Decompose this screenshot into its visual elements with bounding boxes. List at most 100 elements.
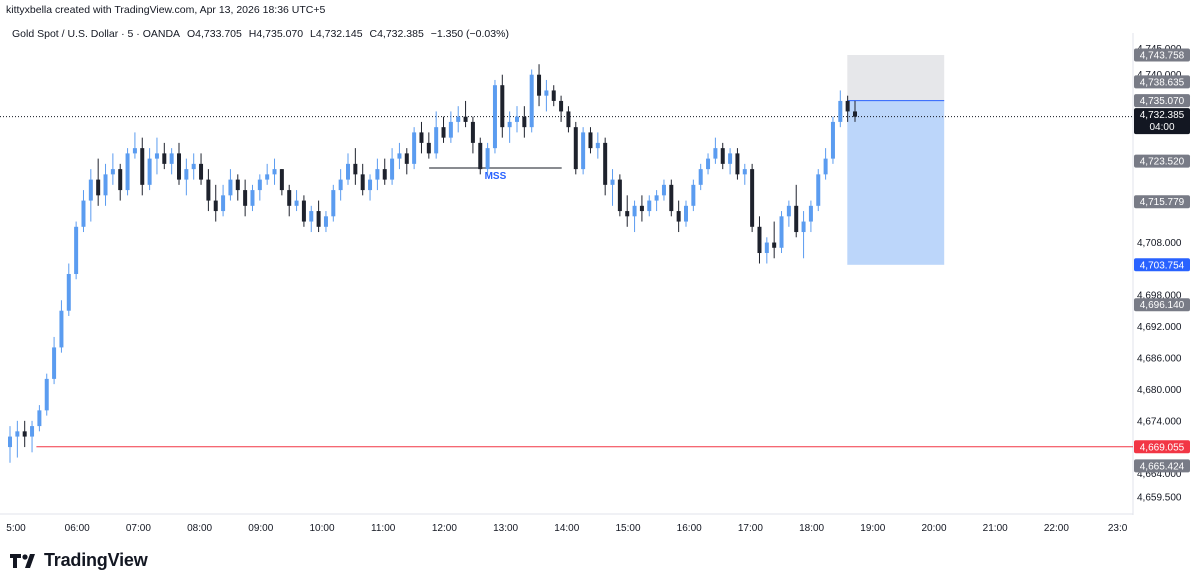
take-profit-zone[interactable]	[847, 100, 945, 265]
candle-body[interactable]	[772, 242, 777, 248]
candle-body[interactable]	[8, 436, 12, 448]
candle-body[interactable]	[147, 158, 152, 185]
candle-body[interactable]	[301, 200, 306, 222]
candle-body[interactable]	[610, 179, 615, 185]
candle-body[interactable]	[265, 174, 270, 180]
candle-body[interactable]	[441, 127, 446, 138]
candle-body[interactable]	[478, 142, 483, 170]
candle-body[interactable]	[404, 153, 409, 164]
candle-body[interactable]	[434, 127, 439, 154]
candle-body[interactable]	[676, 211, 681, 222]
candle-body[interactable]	[426, 142, 431, 154]
candle-body[interactable]	[235, 179, 240, 191]
candle-body[interactable]	[779, 216, 784, 248]
candle-body[interactable]	[250, 190, 255, 206]
candle-body[interactable]	[184, 169, 189, 180]
candle-body[interactable]	[199, 163, 204, 180]
candle-body[interactable]	[118, 169, 123, 191]
candle-body[interactable]	[338, 179, 343, 191]
candle-body[interactable]	[81, 200, 86, 227]
candle-body[interactable]	[154, 153, 159, 159]
candle-body[interactable]	[816, 174, 821, 206]
candle-body[interactable]	[309, 211, 314, 222]
candle-body[interactable]	[448, 121, 453, 138]
candle-body[interactable]	[742, 169, 747, 175]
candle-body[interactable]	[22, 431, 27, 437]
candle-body[interactable]	[808, 205, 813, 222]
candle-body[interactable]	[492, 85, 497, 149]
candle-body[interactable]	[757, 226, 762, 254]
candle-body[interactable]	[177, 153, 181, 180]
candle-body[interactable]	[294, 200, 299, 206]
candle-body[interactable]	[507, 121, 512, 128]
candle-body[interactable]	[485, 148, 490, 170]
candle-body[interactable]	[390, 158, 395, 180]
candle-body[interactable]	[728, 153, 733, 164]
candle-body[interactable]	[654, 195, 659, 201]
candle-body[interactable]	[830, 121, 835, 159]
candle-body[interactable]	[581, 132, 586, 170]
candle-body[interactable]	[279, 169, 284, 191]
candle-body[interactable]	[632, 205, 637, 217]
candle-body[interactable]	[228, 179, 233, 196]
candle-body[interactable]	[706, 158, 711, 170]
candle-body[interactable]	[37, 410, 42, 427]
candle-body[interactable]	[764, 242, 769, 254]
candle-body[interactable]	[845, 100, 850, 112]
candle-body[interactable]	[544, 90, 549, 96]
candle-body[interactable]	[206, 179, 211, 201]
candle-body[interactable]	[132, 148, 137, 154]
candle-body[interactable]	[360, 174, 365, 191]
candle-body[interactable]	[786, 205, 791, 217]
candle-body[interactable]	[853, 111, 857, 117]
candle-body[interactable]	[412, 132, 417, 164]
candle-body[interactable]	[456, 116, 461, 122]
candle-body[interactable]	[823, 158, 828, 175]
candle-body[interactable]	[191, 163, 196, 170]
candle-body[interactable]	[140, 148, 145, 185]
candle-body[interactable]	[74, 226, 79, 274]
candle-body[interactable]	[103, 174, 108, 196]
candle-body[interactable]	[346, 163, 350, 180]
candle-body[interactable]	[595, 142, 600, 149]
candle-body[interactable]	[566, 111, 571, 128]
candle-body[interactable]	[625, 211, 630, 217]
candle-body[interactable]	[463, 116, 468, 122]
candle-body[interactable]	[287, 190, 292, 206]
candle-body[interactable]	[522, 116, 527, 128]
candle-body[interactable]	[801, 221, 806, 233]
candle-body[interactable]	[669, 184, 674, 212]
candle-body[interactable]	[257, 179, 262, 191]
candle-body[interactable]	[698, 169, 703, 185]
candle-body[interactable]	[169, 153, 174, 164]
candle-body[interactable]	[720, 148, 725, 164]
candle-body[interactable]	[88, 179, 93, 201]
candle-body[interactable]	[684, 205, 688, 222]
candle-body[interactable]	[52, 347, 57, 379]
candle-body[interactable]	[588, 132, 593, 149]
candle-body[interactable]	[66, 274, 71, 311]
symbol-name[interactable]: Gold Spot / U.S. Dollar · 5 · OANDA	[12, 28, 181, 40]
candle-body[interactable]	[221, 195, 226, 212]
candle-body[interactable]	[272, 169, 277, 175]
candle-body[interactable]	[647, 200, 652, 212]
candle-body[interactable]	[110, 169, 115, 175]
candle-body[interactable]	[639, 205, 644, 212]
candle-body[interactable]	[419, 132, 424, 143]
candle-body[interactable]	[750, 169, 755, 227]
candle-body[interactable]	[375, 169, 380, 180]
candle-body[interactable]	[382, 169, 387, 180]
candle-body[interactable]	[551, 90, 556, 101]
candle-body[interactable]	[603, 142, 608, 185]
candle-body[interactable]	[15, 431, 20, 437]
candle-body[interactable]	[691, 184, 696, 206]
candle-body[interactable]	[30, 426, 35, 437]
candle-body[interactable]	[515, 116, 519, 122]
candle-body[interactable]	[500, 85, 505, 128]
candle-body[interactable]	[559, 100, 564, 112]
candle-body[interactable]	[661, 184, 666, 196]
candle-body[interactable]	[617, 179, 622, 212]
candle-body[interactable]	[96, 179, 101, 196]
candle-body[interactable]	[735, 153, 740, 175]
candle-body[interactable]	[331, 190, 336, 217]
